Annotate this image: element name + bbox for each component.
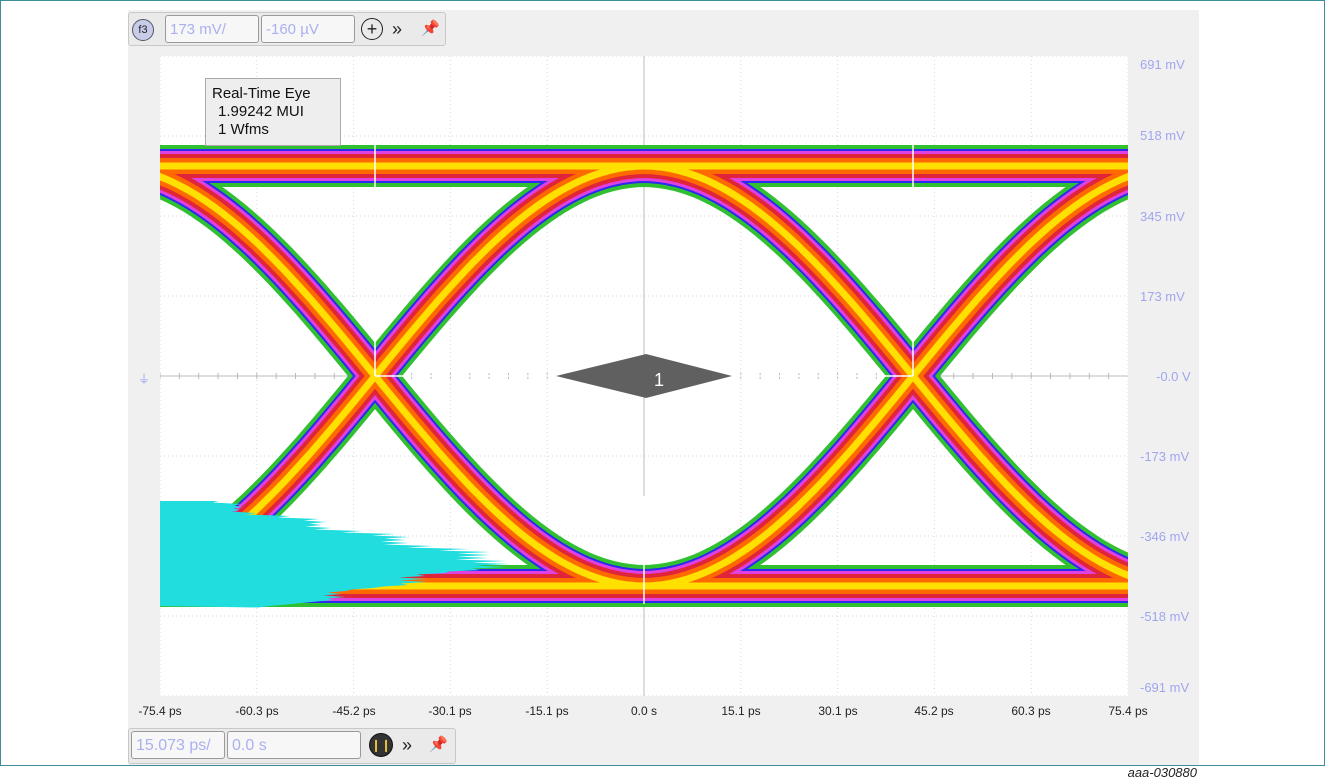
time-label: 45.2 ps — [914, 704, 954, 718]
horizontal-scale-field[interactable]: 15.073 ps/ — [131, 731, 225, 759]
time-label: -15.1 ps — [525, 704, 569, 718]
voltage-label: 345 mV — [1140, 209, 1185, 224]
eye-diagram-svg: 1 — [160, 56, 1128, 696]
plus-circle-icon[interactable]: + — [361, 18, 383, 40]
run-stop-glyph: ❙❙ — [370, 738, 392, 752]
marker-label: 1 — [654, 370, 664, 390]
time-label: -45.2 ps — [332, 704, 376, 718]
pin-icon[interactable]: 📌 — [421, 20, 440, 37]
ground-icon[interactable]: ⏚ — [138, 372, 151, 386]
horizontal-position-field[interactable]: 0.0 s — [227, 731, 361, 759]
eye-mask — [556, 354, 732, 398]
horizontal-toolbar: 15.073 ps/ 0.0 s ❙❙ » 📌 — [128, 728, 456, 764]
pin-icon[interactable]: 📌 — [429, 736, 448, 753]
voltage-label: -0.0 V — [1156, 369, 1191, 384]
figure-id: aaa-030880 — [1127, 765, 1197, 780]
legend-title: Real-Time Eye — [212, 85, 311, 102]
time-label: -75.4 ps — [138, 704, 182, 718]
vertical-toolbar: f3 173 mV/ -160 µV + » 📌 — [128, 12, 446, 46]
channel-badge[interactable]: f3 — [132, 19, 154, 41]
time-label: 0.0 s — [630, 704, 658, 718]
histogram-area — [160, 501, 511, 608]
double-chevron-right-icon[interactable]: » — [401, 735, 412, 755]
vertical-scale-field[interactable]: 173 mV/ — [165, 15, 259, 43]
legend-mui: 1.99242 MUI — [218, 103, 304, 120]
time-label: 75.4 ps — [1108, 704, 1148, 718]
measurement-legend[interactable]: Real-Time Eye 1.99242 MUI 1 Wfms — [205, 78, 341, 146]
voltage-label: 173 mV — [1140, 289, 1185, 304]
voltage-label: 691 mV — [1140, 57, 1185, 72]
time-label: 30.1 ps — [818, 704, 858, 718]
legend-wfms: 1 Wfms — [218, 121, 269, 138]
voltage-label: -173 mV — [1140, 449, 1190, 464]
double-chevron-right-icon[interactable]: » — [391, 19, 402, 39]
time-label: 15.1 ps — [721, 704, 761, 718]
voltage-label: -346 mV — [1140, 529, 1190, 544]
voltage-label: -518 mV — [1140, 609, 1190, 624]
eye-diagram-plot[interactable]: 1 — [160, 56, 1128, 696]
voltage-label: 518 mV — [1140, 128, 1185, 143]
time-label: -30.1 ps — [428, 704, 472, 718]
time-label: 60.3 ps — [1011, 704, 1051, 718]
time-label: -60.3 ps — [235, 704, 279, 718]
run-stop-icon[interactable]: ❙❙ — [369, 733, 393, 757]
voltage-histogram — [160, 501, 511, 608]
vertical-offset-field[interactable]: -160 µV — [261, 15, 355, 43]
voltage-label: -691 mV — [1140, 680, 1190, 695]
